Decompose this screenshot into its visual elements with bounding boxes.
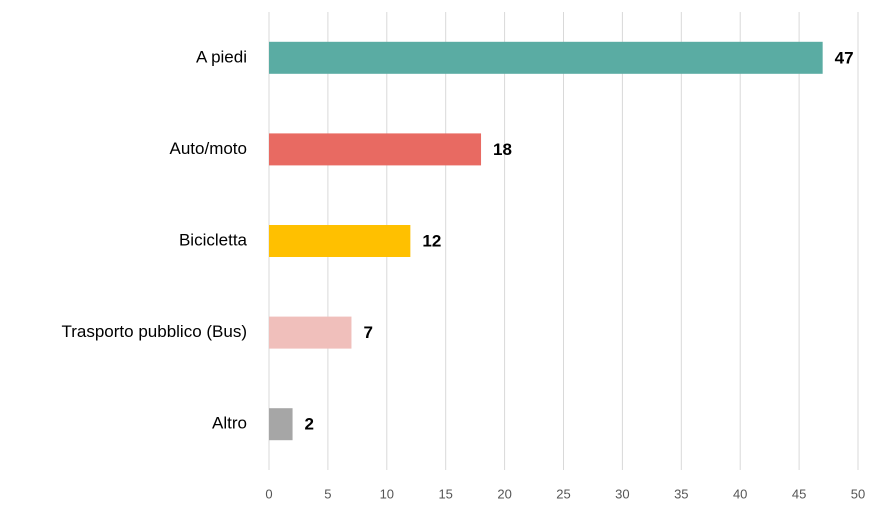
bar [269, 225, 411, 257]
bar [269, 316, 352, 349]
bar [269, 133, 482, 166]
y-tick-label: A piedi [196, 47, 247, 66]
x-tick-label: 25 [556, 486, 570, 501]
x-tick-label: 20 [497, 486, 511, 501]
x-tick-label: 5 [324, 486, 331, 501]
data-label: 7 [363, 323, 372, 342]
bar [269, 408, 293, 441]
x-tick-label: 35 [674, 486, 688, 501]
y-tick-label: Altro [212, 414, 247, 433]
y-tick-label: Trasporto pubblico (Bus) [61, 322, 247, 341]
data-label: 47 [835, 48, 854, 67]
data-label: 12 [422, 231, 441, 250]
data-label: 18 [493, 140, 512, 159]
x-tick-label: 15 [438, 486, 452, 501]
x-tick-label: 45 [792, 486, 806, 501]
x-tick-label: 10 [380, 486, 394, 501]
x-tick-label: 50 [851, 486, 865, 501]
x-tick-label: 30 [615, 486, 629, 501]
y-tick-label: Auto/moto [170, 139, 248, 158]
bar [269, 41, 823, 74]
x-tick-label: 0 [265, 486, 272, 501]
data-label: 2 [305, 415, 314, 434]
y-tick-label: Bicicletta [179, 230, 248, 249]
x-tick-label: 40 [733, 486, 747, 501]
